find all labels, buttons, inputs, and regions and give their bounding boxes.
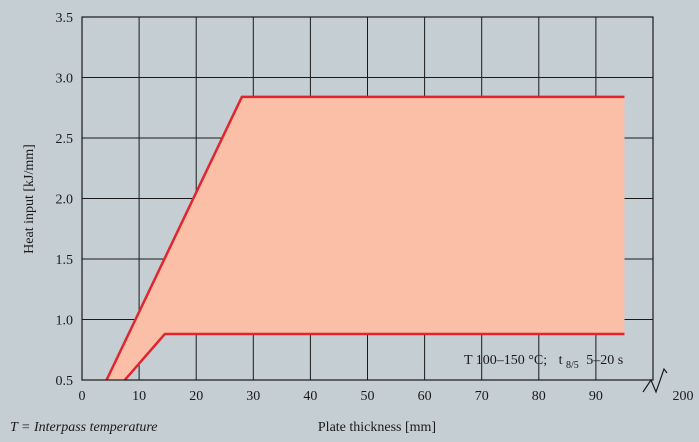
y-tick-labels: 0.5 1.0 1.5 2.0 2.5 3.0 3.5 [56, 11, 74, 389]
x-tick-label: 20 [189, 389, 203, 404]
y-tick-label: 2.0 [56, 193, 74, 208]
x-tick-label: 200 [673, 389, 694, 404]
axis-break-mark [642, 367, 668, 394]
y-tick-label: 1.0 [56, 314, 74, 329]
x-tick-label: 50 [361, 389, 375, 404]
operating-region [106, 96, 625, 381]
condition-annotation: T 100–150 °C; t 8/5 5–20 s [464, 353, 623, 372]
annotation-sub: 8/5 [566, 360, 579, 371]
region [105, 95, 625, 381]
annotation-t: t [559, 353, 563, 368]
x-tick-labels: 0 10 20 30 40 50 60 70 80 90 200 [79, 389, 694, 404]
y-tick-label: 3.5 [56, 11, 74, 26]
x-tick-label: 0 [79, 389, 86, 404]
axis-break [642, 367, 668, 394]
x-tick-label: 60 [418, 389, 432, 404]
footnote: T = Interpass temperature [10, 420, 158, 435]
y-tick-label: 0.5 [56, 374, 74, 389]
annotation-suffix: 5–20 s [586, 353, 623, 368]
y-axis-label: Heat input [kJ/mm] [22, 144, 37, 254]
upper-boundary-line [105, 95, 625, 381]
x-tick-label: 90 [589, 389, 603, 404]
x-tick-label: 80 [532, 389, 546, 404]
x-axis-label: Plate thickness [mm] [318, 420, 436, 435]
plot-frame [81, 16, 654, 381]
annotation-prefix: T 100–150 °C; [464, 353, 547, 368]
y-tick-label: 1.5 [56, 253, 74, 268]
x-tick-label: 40 [303, 389, 317, 404]
x-tick-label: 10 [132, 389, 146, 404]
x-tick-label: 30 [246, 389, 260, 404]
plot-border [81, 16, 654, 381]
y-tick-label: 3.0 [56, 72, 74, 87]
lower-boundary-line [123, 332, 625, 381]
x-tick-label: 70 [475, 389, 489, 404]
y-tick-label: 2.5 [56, 132, 74, 147]
